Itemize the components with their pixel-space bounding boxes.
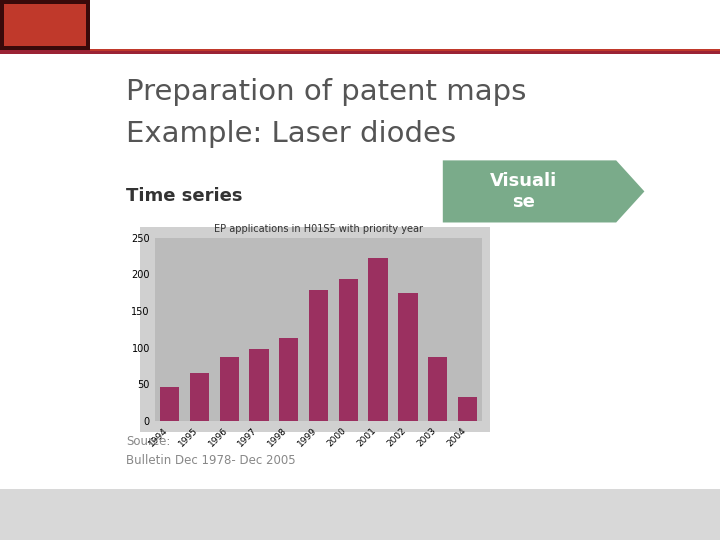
Title: EP applications in H01S5 with priority year: EP applications in H01S5 with priority y…: [214, 224, 423, 234]
Bar: [160, 387, 179, 421]
Text: Source:
Bulletin Dec 1978- Dec 2005: Source: Bulletin Dec 1978- Dec 2005: [126, 435, 296, 467]
Bar: [279, 338, 299, 421]
Bar: [338, 280, 358, 421]
Text: ◎: ◎: [20, 16, 37, 35]
Text: Time series: Time series: [126, 187, 243, 205]
Bar: [398, 293, 418, 421]
Bar: [309, 291, 328, 421]
Bar: [369, 258, 388, 421]
Bar: [249, 349, 269, 421]
Bar: [220, 357, 239, 421]
Text: Example: Laser diodes: Example: Laser diodes: [126, 120, 456, 148]
Bar: [458, 397, 477, 421]
Text: ►preparation of patent maps: ►preparation of patent maps: [476, 507, 698, 522]
Bar: [428, 357, 447, 421]
Text: Visuali
se: Visuali se: [490, 172, 557, 211]
Text: Preparation of patent maps: Preparation of patent maps: [126, 78, 526, 106]
Bar: [190, 374, 209, 421]
